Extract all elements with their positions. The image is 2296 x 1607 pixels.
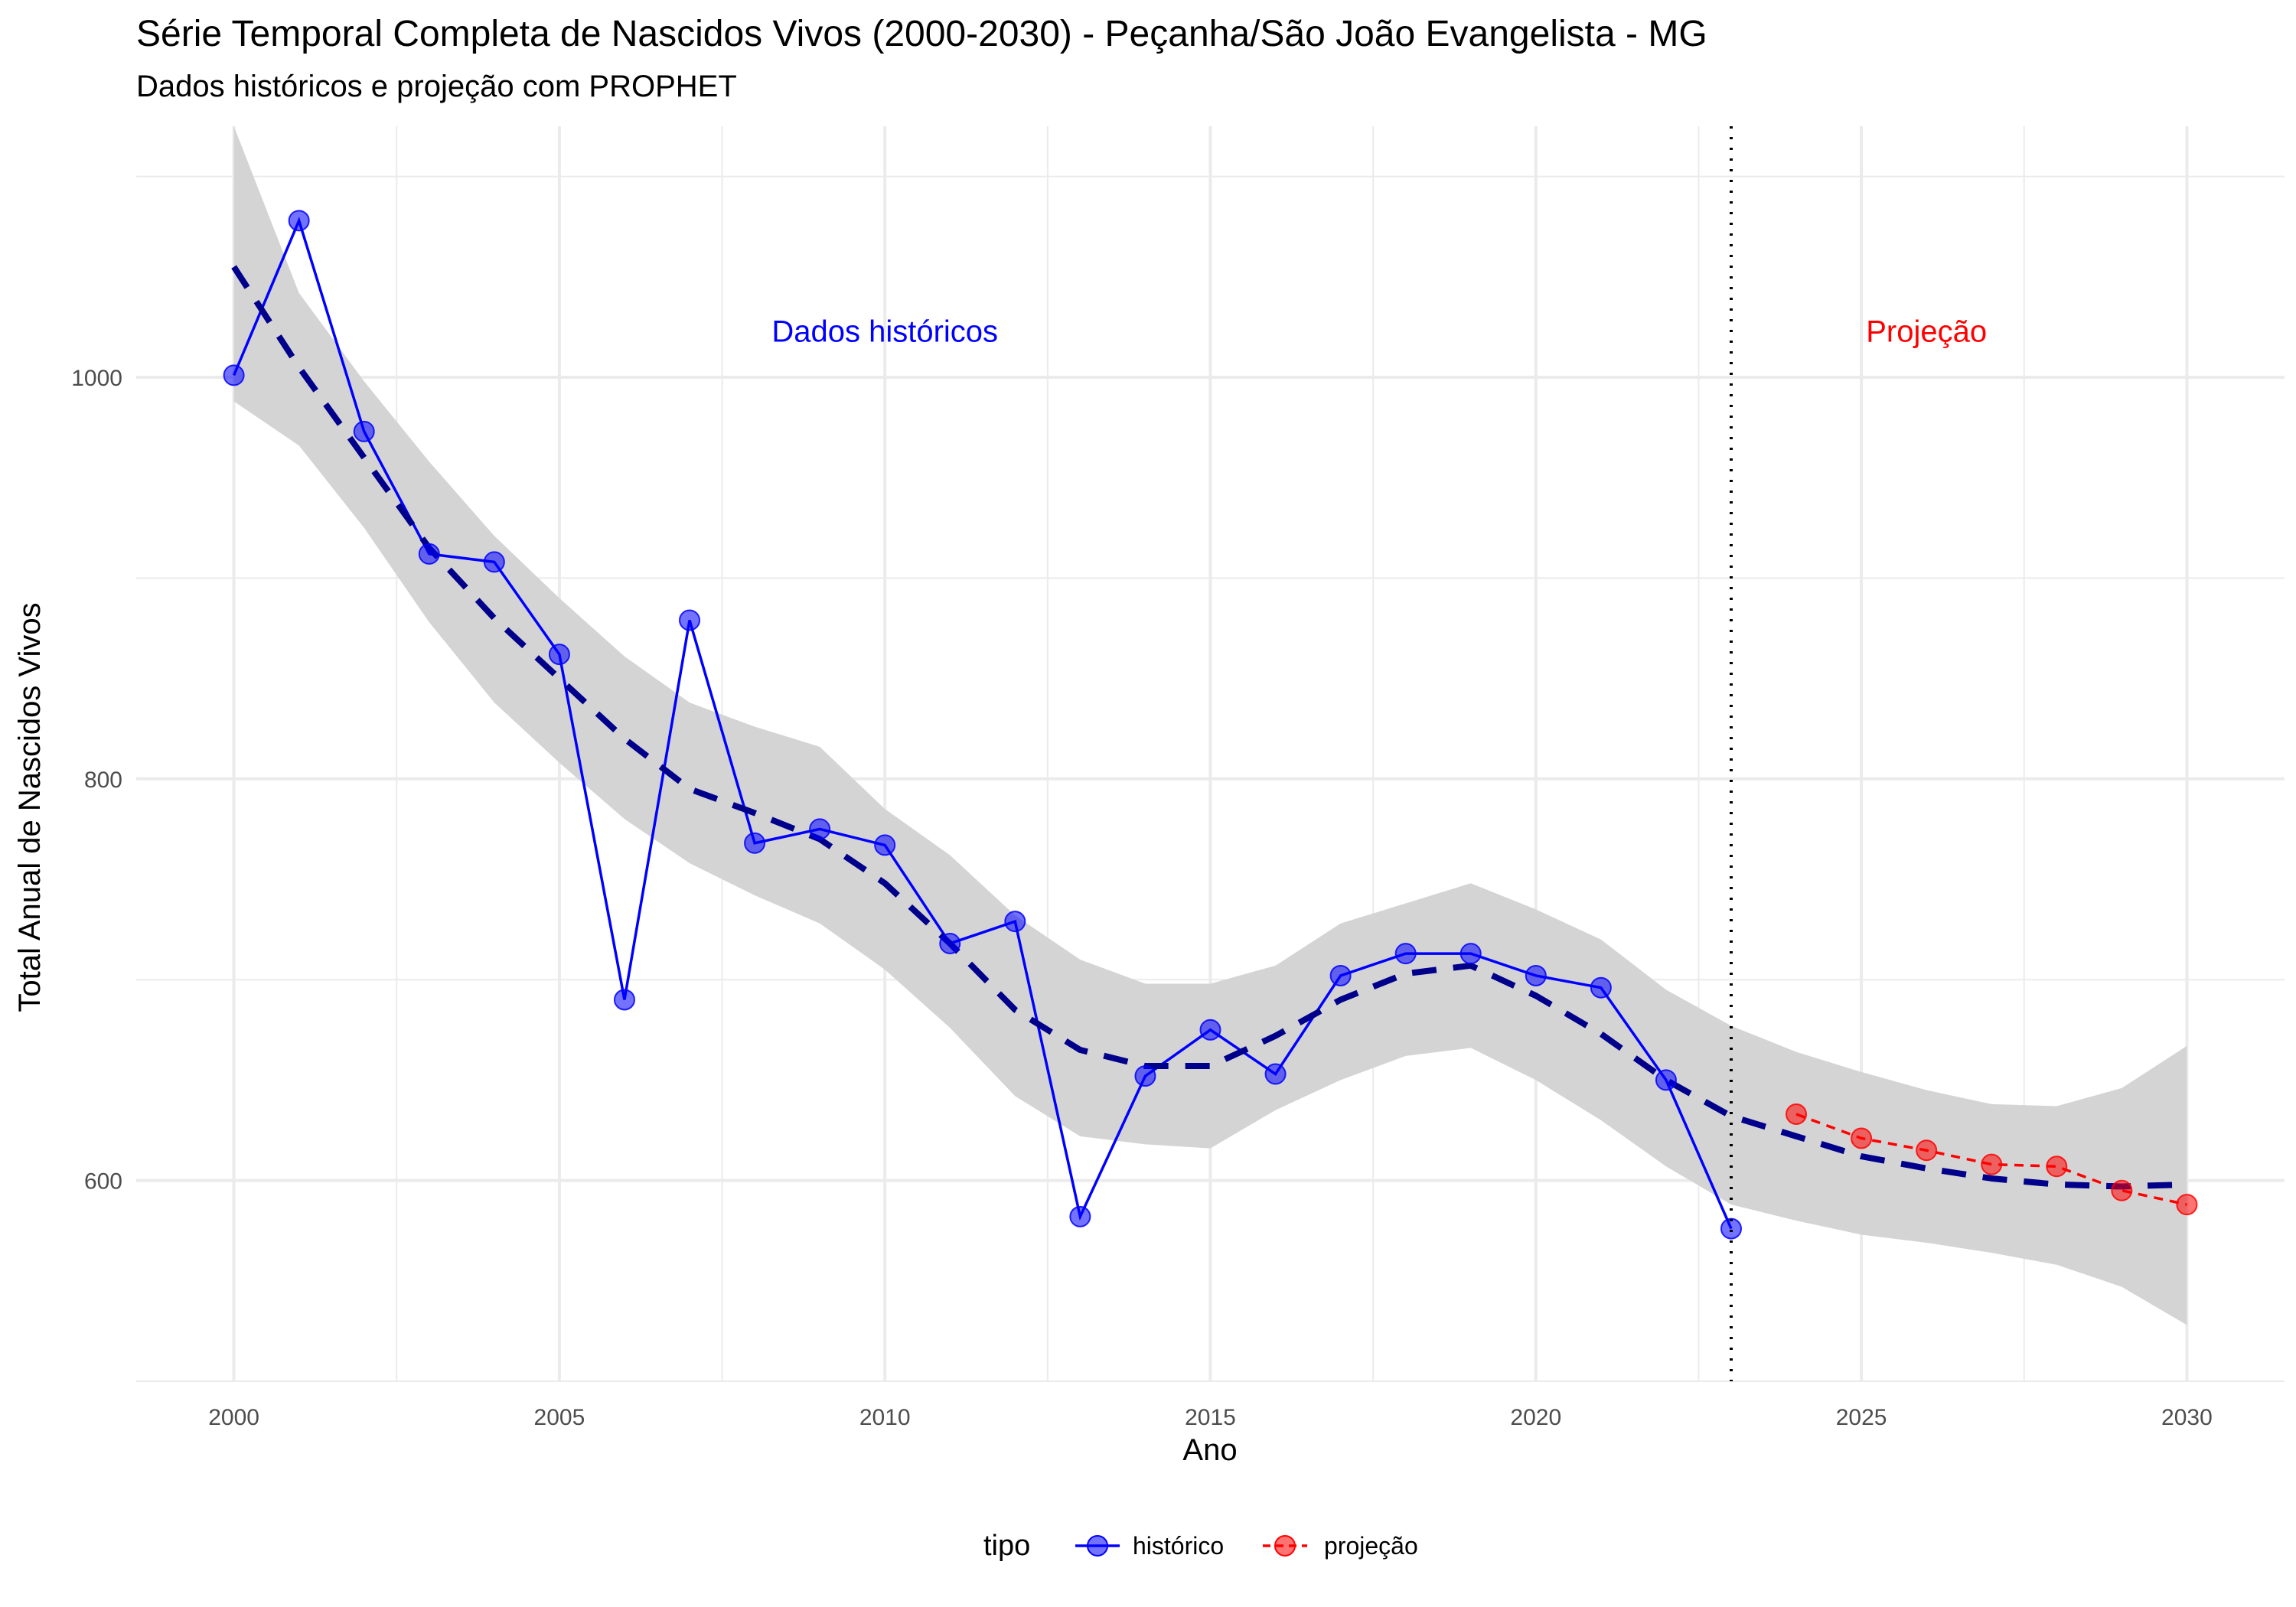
x-axis-label: Ano xyxy=(1182,1433,1237,1467)
legend-key-point xyxy=(1274,1535,1296,1556)
y-axis-label: Total Anual de Nascidos Vivos xyxy=(13,602,47,1012)
x-tick-label: 2025 xyxy=(1836,1405,1887,1430)
point-historico xyxy=(1004,911,1026,933)
series-line-historico xyxy=(232,217,1733,1230)
point-historico xyxy=(1459,943,1482,965)
annotations: Dados históricos Projeção xyxy=(771,315,1987,349)
x-tick-label: 2030 xyxy=(2161,1405,2213,1430)
legend-items: histórico projeção xyxy=(1075,1532,1418,1560)
confidence-band-area xyxy=(233,126,2187,1325)
point-historico xyxy=(744,832,766,854)
point-projecao xyxy=(2046,1156,2068,1178)
point-historico xyxy=(548,644,570,666)
point-historico xyxy=(1199,1019,1221,1041)
point-historico xyxy=(1329,964,1352,986)
legend-title: tipo xyxy=(983,1530,1030,1562)
point-historico xyxy=(939,932,961,954)
point-projecao xyxy=(1786,1103,1808,1126)
point-historico xyxy=(1655,1069,1677,1091)
y-tick-label: 1000 xyxy=(71,366,122,391)
point-historico xyxy=(809,818,831,840)
x-tick-label: 2020 xyxy=(1510,1405,1561,1430)
point-historico xyxy=(874,834,896,856)
confidence-band xyxy=(233,126,2187,1325)
point-projecao xyxy=(1916,1139,1938,1162)
x-tick-label: 2010 xyxy=(859,1405,911,1430)
point-historico xyxy=(1720,1217,1742,1240)
trend-line xyxy=(231,265,2187,1190)
point-historico xyxy=(679,609,701,631)
point-projecao xyxy=(1851,1127,1873,1149)
plot-marks xyxy=(223,126,2198,1381)
y-tick-label: 800 xyxy=(84,768,122,793)
point-projecao xyxy=(2111,1179,2133,1201)
y-axis-ticks: 600 800 1000 xyxy=(71,366,122,1195)
point-historico xyxy=(223,364,245,386)
annotation-text: Projeção xyxy=(1866,315,1987,349)
point-historico xyxy=(418,543,440,565)
point-historico xyxy=(1134,1065,1156,1087)
point-historico xyxy=(1394,943,1417,965)
point-projecao xyxy=(2176,1194,2198,1216)
y-tick-label: 600 xyxy=(84,1169,122,1195)
point-projecao xyxy=(1981,1153,2003,1175)
point-historico xyxy=(353,420,375,442)
point-historico xyxy=(613,989,635,1011)
x-tick-label: 2005 xyxy=(534,1405,585,1430)
point-historico xyxy=(288,210,310,232)
chart-subtitle: Dados históricos e projeção com PROPHET xyxy=(136,70,737,103)
x-tick-label: 2015 xyxy=(1185,1405,1236,1430)
chart-title: Série Temporal Completa de Nascidos Vivo… xyxy=(136,14,1707,54)
legend-label: histórico xyxy=(1133,1532,1224,1560)
legend: tipo histórico projeção xyxy=(983,1530,1418,1562)
point-historico xyxy=(483,551,505,573)
legend-key-point xyxy=(1087,1535,1108,1556)
x-axis-ticks: 2000 2005 2010 2015 2020 2025 2030 xyxy=(208,1405,2213,1430)
x-tick-label: 2000 xyxy=(208,1405,259,1430)
point-historico xyxy=(1525,964,1547,986)
annotation-text: Dados históricos xyxy=(771,315,998,349)
point-historico xyxy=(1590,976,1612,999)
legend-label: projeção xyxy=(1324,1532,1418,1560)
point-historico xyxy=(1069,1205,1091,1227)
point-historico xyxy=(1264,1063,1287,1085)
